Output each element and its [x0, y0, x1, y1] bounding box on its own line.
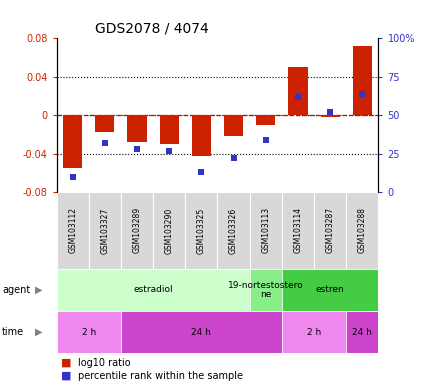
Text: GSM103325: GSM103325 [197, 207, 205, 253]
Bar [352, 46, 371, 115]
Bar [217, 192, 249, 269]
Bar [56, 192, 89, 269]
Text: GSM103326: GSM103326 [229, 207, 237, 253]
Text: percentile rank within the sample: percentile rank within the sample [78, 371, 243, 381]
Text: log10 ratio: log10 ratio [78, 358, 131, 368]
Text: time: time [2, 327, 24, 337]
Bar [121, 311, 281, 353]
Text: GSM103112: GSM103112 [68, 207, 77, 253]
Bar [224, 115, 243, 136]
Bar [288, 67, 307, 115]
Text: GSM103290: GSM103290 [164, 207, 173, 253]
Text: GSM103288: GSM103288 [357, 207, 366, 253]
Text: ■: ■ [61, 371, 71, 381]
Text: 2 h: 2 h [82, 328, 95, 337]
Text: 2 h: 2 h [306, 328, 320, 337]
Bar [56, 311, 121, 353]
Text: estradiol: estradiol [133, 285, 173, 295]
Bar [95, 115, 114, 132]
Text: GSM103289: GSM103289 [132, 207, 141, 253]
Bar [281, 192, 313, 269]
Bar [89, 192, 121, 269]
Text: GSM103327: GSM103327 [100, 207, 109, 253]
Text: ■: ■ [61, 358, 71, 368]
Text: 24 h: 24 h [352, 328, 372, 337]
Text: GSM103113: GSM103113 [261, 207, 270, 253]
Bar [320, 115, 339, 117]
Bar [153, 192, 185, 269]
Bar [185, 192, 217, 269]
Text: GDS2078 / 4074: GDS2078 / 4074 [95, 22, 208, 36]
Text: estren: estren [315, 285, 344, 295]
Bar [249, 269, 281, 311]
Text: agent: agent [2, 285, 30, 295]
Text: GSM103114: GSM103114 [293, 207, 302, 253]
Bar [63, 115, 82, 168]
Bar [345, 311, 378, 353]
Bar [127, 115, 146, 142]
Bar [345, 192, 378, 269]
Text: ▶: ▶ [35, 327, 43, 337]
Text: 24 h: 24 h [191, 328, 211, 337]
Bar [281, 269, 378, 311]
Bar [281, 311, 345, 353]
Text: 19-nortestostero
ne: 19-nortestostero ne [227, 281, 303, 299]
Bar [256, 115, 275, 125]
Bar [313, 192, 345, 269]
Bar [191, 115, 210, 156]
Bar [56, 269, 249, 311]
Bar [249, 192, 281, 269]
Text: ▶: ▶ [35, 285, 43, 295]
Text: GSM103287: GSM103287 [325, 207, 334, 253]
Bar [121, 192, 153, 269]
Bar [159, 115, 178, 144]
